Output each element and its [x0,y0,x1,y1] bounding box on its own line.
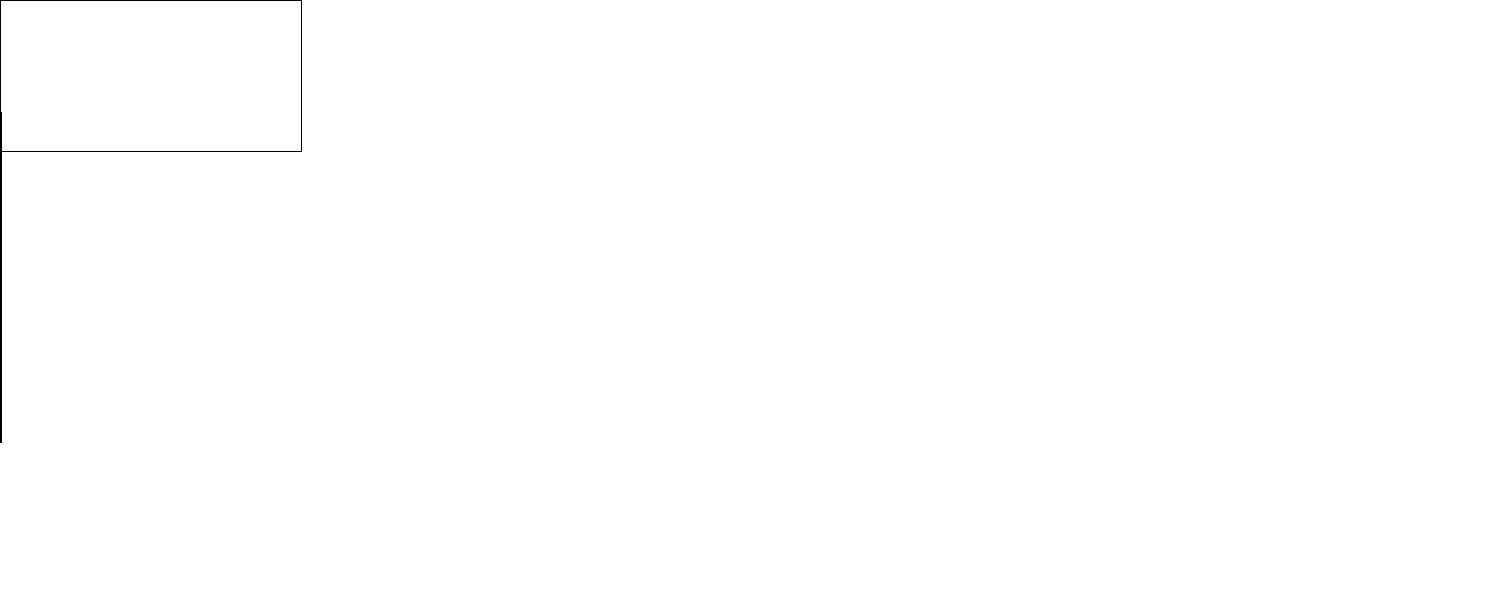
colorbar-temperature-difference-gradient [0,0,302,152]
panel-obs-minus-model [0,112,301,443]
